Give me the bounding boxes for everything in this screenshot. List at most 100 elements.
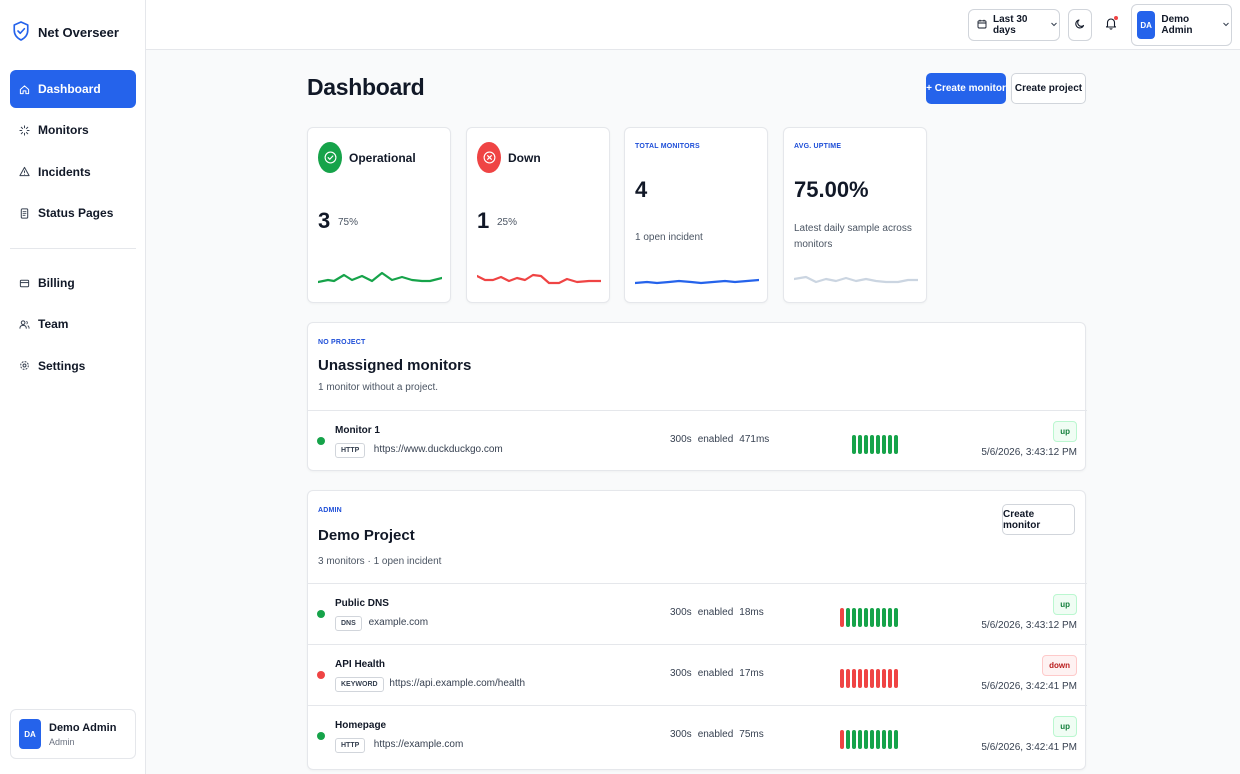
monitor-name[interactable]: Public DNS: [335, 598, 389, 609]
history-bar: [852, 730, 856, 749]
history-bar: [846, 730, 850, 749]
sidebar-item-settings[interactable]: Settings: [10, 347, 136, 385]
monitor-meta: 300s enabled 17ms: [670, 668, 764, 679]
status-badge: up: [1053, 421, 1077, 442]
history-bar: [882, 608, 886, 627]
history-bar: [888, 435, 892, 454]
history-bar: [870, 669, 874, 688]
sidebar-divider: [10, 248, 136, 249]
monitor-meta: 300s enabled 471ms: [670, 434, 769, 445]
top-bar: Last 30 days DA Demo Admin: [146, 0, 1240, 50]
monitor-interval: 300s: [670, 668, 692, 679]
panel-eyebrow: ADMIN: [318, 507, 342, 514]
sidebar-item-label: Dashboard: [38, 82, 101, 96]
monitor-state: enabled: [697, 729, 734, 740]
date-range-select[interactable]: Last 30 days: [968, 9, 1060, 41]
sidebar-item-label: Settings: [38, 358, 86, 373]
stat-value: 75.00%: [794, 177, 869, 202]
create-monitor-button[interactable]: + Create monitor: [926, 73, 1006, 104]
stat-value: 3: [318, 208, 331, 233]
monitor-row[interactable]: API Health KEYWORD https://api.example.com…: [308, 644, 1087, 705]
brand[interactable]: Net Overseer: [12, 18, 119, 47]
user-name: Demo Admin: [49, 721, 117, 734]
monitor-latency: 75ms: [739, 729, 764, 740]
status-dot: [317, 732, 325, 740]
user-role: Admin: [49, 736, 75, 747]
history-bar: [876, 608, 880, 627]
history-bar: [870, 608, 874, 627]
history-bar: [852, 435, 856, 454]
monitor-latency: 18ms: [739, 607, 764, 618]
brand-name: Net Overseer: [38, 25, 119, 40]
demo-project-panel: ADMIN Demo Project 3 monitors · 1 open i…: [307, 490, 1087, 770]
sidebar-item-incidents[interactable]: Incidents: [10, 153, 136, 191]
sidebar-item-label: Monitors: [38, 123, 89, 138]
warning-icon: [18, 166, 30, 178]
monitor-timestamp: 5/6/2026, 3:42:41 PM: [981, 742, 1077, 753]
status-badge: down: [1042, 655, 1077, 676]
sidebar-item-label: Status Pages: [38, 206, 114, 221]
stat-card-avg-uptime: AVG. UPTIME 75.00% Latest daily sample a…: [783, 127, 927, 303]
uptime-history-bars: [840, 669, 898, 688]
history-bar: [864, 669, 868, 688]
history-bar: [870, 435, 874, 454]
monitor-type-badge: HTTP: [335, 738, 366, 753]
stat-card-operational: Operational 3 75%: [307, 127, 451, 303]
monitor-row[interactable]: Homepage HTTP https://example.com 300s enabl…: [308, 705, 1087, 766]
sidebar-item-dashboard[interactable]: Dashboard: [10, 70, 136, 108]
sidebar-item-monitors[interactable]: Monitors: [10, 111, 136, 149]
history-bar: [858, 435, 862, 454]
monitor-interval: 300s: [670, 729, 692, 740]
users-icon: [18, 318, 30, 330]
monitor-row[interactable]: Monitor 1 HTTP https://www.duckduckgo.com 3…: [308, 410, 1087, 471]
monitor-state: enabled: [697, 607, 734, 618]
theme-toggle-button[interactable]: [1068, 9, 1092, 41]
history-bar: [894, 435, 898, 454]
history-bar: [864, 730, 868, 749]
history-bar: [888, 608, 892, 627]
history-bar: [852, 669, 856, 688]
monitor-name[interactable]: Monitor 1: [335, 425, 380, 436]
history-bar: [846, 669, 850, 688]
status-dot: [317, 437, 325, 445]
sidebar-user-card[interactable]: DA Demo Admin Admin: [10, 709, 136, 759]
sidebar-nav: Dashboard Monitors Incidents Status Page…: [10, 70, 136, 236]
x-circle-icon: [477, 142, 501, 173]
monitor-name[interactable]: Homepage: [335, 720, 387, 731]
user-menu-button[interactable]: DA Demo Admin: [1131, 4, 1232, 46]
home-icon: [18, 83, 30, 95]
monitor-url: example.com: [368, 617, 429, 628]
panel-description: 3 monitors · 1 open incident: [318, 556, 442, 567]
uptime-history-bars: [840, 608, 898, 627]
history-bar: [864, 608, 868, 627]
sidebar-item-status-pages[interactable]: Status Pages: [10, 194, 136, 232]
date-range-label: Last 30 days: [993, 14, 1028, 36]
history-bar: [888, 730, 892, 749]
notifications-button[interactable]: [1104, 15, 1118, 33]
history-bar: [864, 435, 868, 454]
stat-label: Operational: [349, 150, 416, 165]
monitor-name[interactable]: API Health: [335, 659, 386, 670]
monitor-timestamp: 5/6/2026, 3:43:12 PM: [981, 620, 1077, 631]
stat-card-total-monitors: TOTAL MONITORS 4 1 open incident: [624, 127, 768, 303]
history-bar: [858, 669, 862, 688]
stat-value: 4: [635, 177, 648, 202]
monitor-url: https://example.com: [373, 739, 464, 750]
sidebar-item-team[interactable]: Team: [10, 305, 136, 343]
operational-sparkline: [318, 271, 442, 284]
history-bar: [840, 730, 844, 749]
sidebar: Net Overseer Dashboard Monitors Incident…: [0, 0, 146, 774]
monitor-latency: 471ms: [739, 434, 770, 445]
sidebar-item-billing[interactable]: Billing: [10, 264, 136, 302]
project-create-monitor-button[interactable]: Create monitor: [1002, 504, 1075, 535]
shield-logo-icon: [12, 18, 30, 47]
monitor-interval: 300s: [670, 607, 692, 618]
card-icon: [18, 277, 30, 289]
monitor-row[interactable]: Public DNS DNS example.com 300s enabled 18ms u…: [308, 583, 1087, 644]
history-bar: [840, 608, 844, 627]
status-dot: [317, 671, 325, 679]
history-bar: [882, 669, 886, 688]
history-bar: [852, 608, 856, 627]
create-project-button[interactable]: Create project: [1011, 73, 1086, 104]
history-bar: [876, 435, 880, 454]
